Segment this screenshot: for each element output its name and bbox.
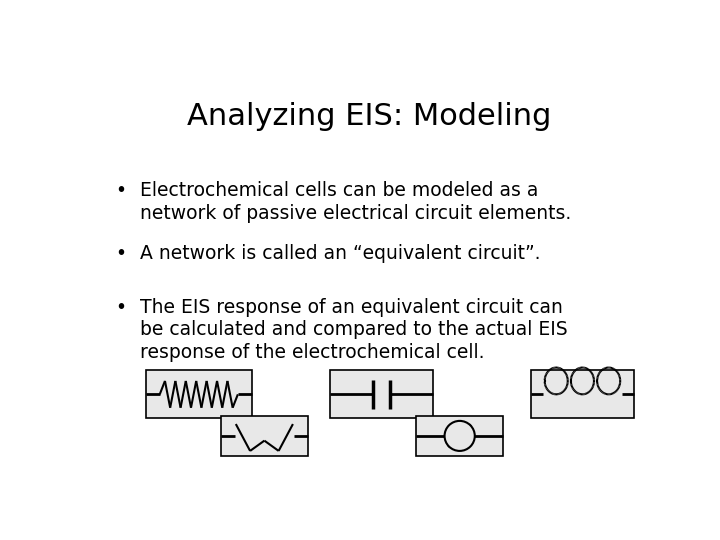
Text: Electrochemical cells can be modeled as a
network of passive electrical circuit : Electrochemical cells can be modeled as …	[140, 181, 572, 223]
Text: The EIS response of an equivalent circuit can
be calculated and compared to the : The EIS response of an equivalent circui…	[140, 298, 568, 362]
Text: •: •	[115, 244, 126, 262]
Ellipse shape	[444, 421, 474, 451]
Text: •: •	[115, 181, 126, 200]
Text: A network is called an “equivalent circuit”.: A network is called an “equivalent circu…	[140, 244, 541, 262]
Text: •: •	[115, 298, 126, 316]
FancyBboxPatch shape	[330, 370, 433, 418]
FancyBboxPatch shape	[531, 370, 634, 418]
FancyBboxPatch shape	[221, 416, 307, 456]
FancyBboxPatch shape	[145, 370, 252, 418]
Text: Analyzing EIS: Modeling: Analyzing EIS: Modeling	[186, 102, 552, 131]
FancyBboxPatch shape	[416, 416, 503, 456]
